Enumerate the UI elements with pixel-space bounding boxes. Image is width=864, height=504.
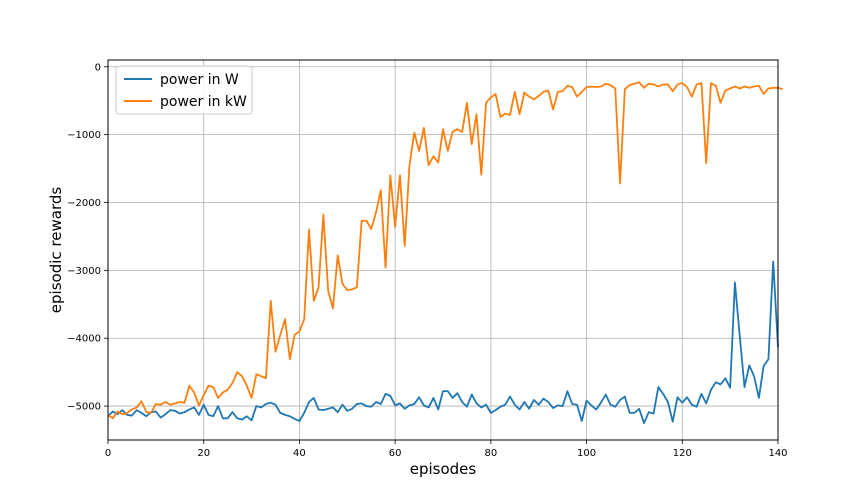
legend: power in W power in kW [115, 65, 253, 115]
x-tick-label: 120 [673, 448, 692, 459]
x-tick-label: 60 [389, 448, 402, 459]
x-tick-label: 0 [105, 448, 111, 459]
series-layer [107, 81, 784, 424]
x-tick-label: 140 [768, 448, 787, 459]
y-tick-label: −1000 [67, 130, 101, 141]
y-axis-label: episodic rewards [47, 187, 65, 314]
y-tick-label: −4000 [67, 334, 101, 345]
x-tick-label: 40 [293, 448, 306, 459]
x-axis: 0 20 40 60 80 100 120 140 [105, 440, 788, 459]
plot-frame [107, 59, 779, 441]
x-tick-label: 20 [197, 448, 210, 459]
legend-label-power-in-w: power in W [160, 72, 239, 88]
legend-label-power-in-kw: power in kW [160, 94, 247, 110]
series-line-power-in-w [107, 260, 779, 424]
x-axis-label: episodes [410, 460, 477, 478]
series-line-power-in-kw [107, 81, 784, 420]
x-tick-label: 100 [577, 448, 596, 459]
y-tick-label: −3000 [67, 266, 101, 277]
y-tick-label: −5000 [67, 402, 101, 413]
y-axis: 0 −1000 −2000 −3000 −4000 −5000 [67, 62, 108, 413]
y-tick-label: −2000 [67, 198, 101, 209]
x-tick-label: 80 [484, 448, 497, 459]
y-tick-label: 0 [95, 62, 101, 73]
